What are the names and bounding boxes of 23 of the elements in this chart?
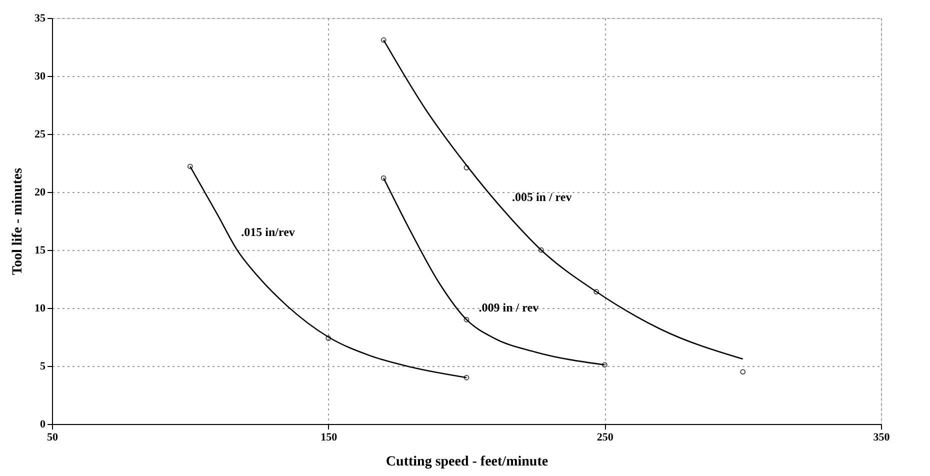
x-tick-label: 150: [320, 432, 338, 444]
y-tick-label: 10: [34, 302, 46, 314]
annotation: .009 in / rev: [478, 300, 539, 314]
x-tick-label: 250: [596, 432, 614, 444]
y-tick-label: 35: [34, 12, 46, 24]
y-tick-label: 20: [34, 186, 46, 198]
y-tick-label: 5: [40, 360, 46, 372]
y-tick-label: 15: [34, 244, 46, 256]
point: [326, 335, 332, 341]
x-axis-title: Cutting speed - feet/minute: [386, 454, 548, 470]
annotation: .015 in/rev: [241, 225, 295, 239]
point: [538, 247, 544, 253]
annotation: .005 in / rev: [512, 190, 572, 204]
y-axis-title: Tool life - minutes: [10, 167, 26, 276]
point: [594, 289, 600, 294]
x-tick-label: 350: [873, 432, 890, 444]
y-tick-label: 25: [34, 128, 46, 140]
point: [464, 164, 470, 170]
point: [464, 316, 470, 322]
x-tick-label: 50: [47, 432, 58, 444]
y-tick-label: 30: [34, 70, 46, 82]
point: [740, 369, 746, 375]
y-tick-label: 0: [40, 418, 46, 430]
